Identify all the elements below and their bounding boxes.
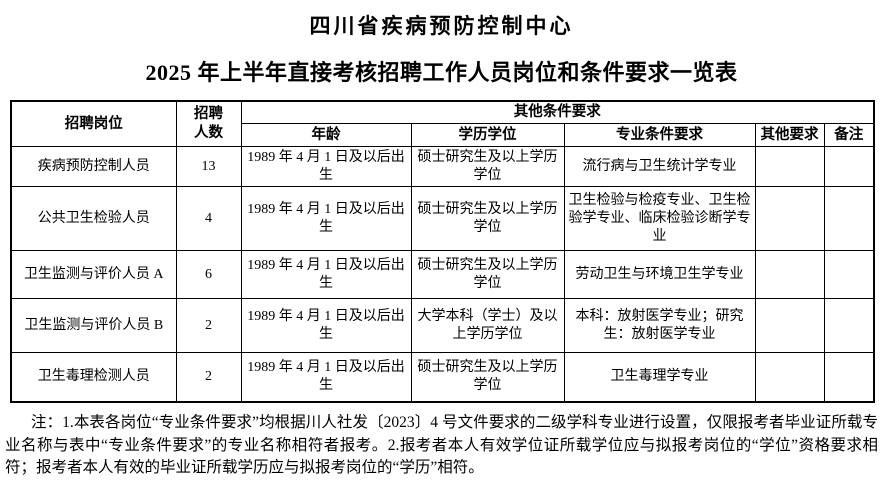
cell-count: 6 — [175, 250, 242, 299]
cell-count: 4 — [175, 186, 242, 251]
cell-other — [754, 352, 825, 402]
col-header-age: 年龄 — [240, 123, 412, 147]
cell-position: 公共卫生检验人员 — [10, 186, 177, 251]
cell-age: 1989 年 4 月 1 日及以后出生 — [240, 146, 412, 187]
col-header-count-line2: 人数 — [194, 125, 223, 141]
cell-age: 1989 年 4 月 1 日及以后出生 — [240, 298, 412, 353]
cell-count: 13 — [175, 146, 242, 187]
col-header-position: 招聘岗位 — [10, 100, 177, 147]
cell-age: 1989 年 4 月 1 日及以后出生 — [240, 186, 412, 251]
col-header-count-line1: 招聘 — [194, 106, 223, 122]
col-header-other: 其他要求 — [754, 123, 825, 147]
doc-title: 2025 年上半年直接考核招聘工作人员岗位和条件要求一览表 — [145, 60, 738, 85]
table-row: 卫生监测与评价人员 A 6 1989 年 4 月 1 日及以后出生 硕士研究生及… — [10, 250, 875, 299]
cell-major: 本科：放射医学专业；研究生：放射医学专业 — [563, 298, 756, 353]
cell-other — [754, 146, 825, 187]
cell-other — [754, 298, 825, 353]
cell-major: 卫生检验与检疫专业、卫生检验学专业、临床检验诊断学专业 — [563, 186, 756, 251]
cell-count: 2 — [175, 352, 242, 402]
cell-remark — [823, 352, 875, 402]
col-header-education: 学历学位 — [410, 123, 565, 147]
cell-position: 卫生监测与评价人员 B — [10, 298, 177, 353]
cell-age: 1989 年 4 月 1 日及以后出生 — [240, 352, 412, 402]
cell-remark — [823, 186, 875, 251]
cell-remark — [823, 298, 875, 353]
recruitment-table: 招聘岗位 招聘 人数 其他条件要求 年龄 学历学位 专业条件要求 其他要求 备注 … — [10, 100, 875, 403]
col-header-major: 专业条件要求 — [563, 123, 756, 147]
cell-count: 2 — [175, 298, 242, 353]
cell-major: 流行病与卫生统计学专业 — [563, 146, 756, 187]
table-row: 卫生监测与评价人员 B 2 1989 年 4 月 1 日及以后出生 大学本科（学… — [10, 298, 875, 353]
cell-education: 硕士研究生及以上学历学位 — [410, 352, 565, 402]
col-header-remark: 备注 — [823, 123, 875, 147]
col-header-other-conditions-group: 其他条件要求 — [240, 100, 875, 124]
cell-age: 1989 年 4 月 1 日及以后出生 — [240, 250, 412, 299]
cell-education: 硕士研究生及以上学历学位 — [410, 186, 565, 251]
cell-education: 硕士研究生及以上学历学位 — [410, 250, 565, 299]
cell-position: 疾病预防控制人员 — [10, 146, 177, 187]
org-title: 四川省疾病预防控制中心 — [309, 14, 574, 38]
cell-other — [754, 250, 825, 299]
table-row: 疾病预防控制人员 13 1989 年 4 月 1 日及以后出生 硕士研究生及以上… — [10, 146, 875, 187]
cell-position: 卫生监测与评价人员 A — [10, 250, 177, 299]
cell-education: 硕士研究生及以上学历学位 — [410, 146, 565, 187]
table-row: 公共卫生检验人员 4 1989 年 4 月 1 日及以后出生 硕士研究生及以上学… — [10, 186, 875, 251]
footnote: 注：1.本表各岗位“专业条件要求”均根据川人社发〔2023〕4 号文件要求的二级… — [5, 414, 878, 476]
cell-position: 卫生毒理检测人员 — [10, 352, 177, 402]
cell-major: 劳动卫生与环境卫生学专业 — [563, 250, 756, 299]
cell-other — [754, 186, 825, 251]
col-header-count: 招聘 人数 — [175, 100, 242, 147]
table-row: 卫生毒理检测人员 2 1989 年 4 月 1 日及以后出生 硕士研究生及以上学… — [10, 352, 875, 402]
cell-education: 大学本科（学士）及以上学历学位 — [410, 298, 565, 353]
cell-major: 卫生毒理学专业 — [563, 352, 756, 402]
cell-remark — [823, 146, 875, 187]
cell-remark — [823, 250, 875, 299]
